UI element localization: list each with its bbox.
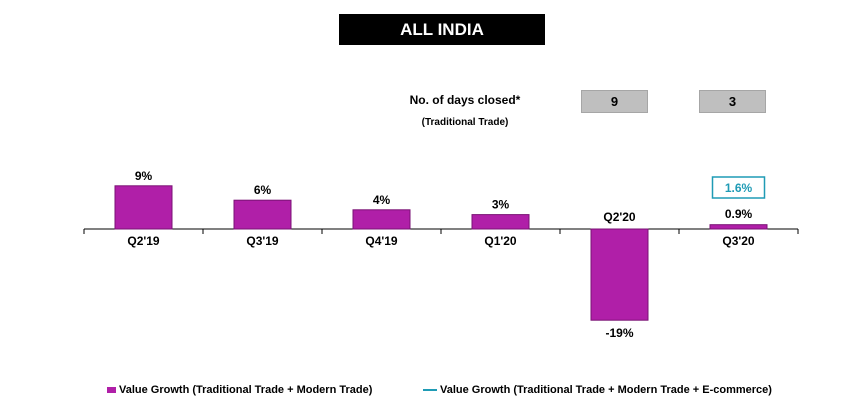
bar-q120 <box>471 214 530 230</box>
x-tick-label: Q3'20 <box>722 234 755 248</box>
ecommerce-value-box <box>711 176 766 199</box>
chart-title: ALL INDIA <box>339 14 545 45</box>
x-tick-label: Q2'19 <box>127 234 160 248</box>
bar-q419 <box>352 209 411 230</box>
data-label: 9% <box>135 169 153 183</box>
legend-swatch-bar <box>107 387 116 393</box>
x-tick-label: Q4'19 <box>365 234 398 248</box>
bar-q319 <box>233 199 292 230</box>
days-closed-value-q3-20: 3 <box>699 90 766 113</box>
ecommerce-data-label: 1.6% <box>725 181 753 195</box>
data-label: 0.9% <box>725 207 753 221</box>
x-tick-label: Q1'20 <box>484 234 517 248</box>
legend-item-value-growth-ecommerce: Value Growth (Traditional Trade + Modern… <box>423 384 772 396</box>
bar-q320 <box>709 224 768 230</box>
legend-swatch-line <box>423 389 437 391</box>
data-label: 4% <box>373 193 391 207</box>
data-label: 3% <box>492 198 510 212</box>
x-tick-label: Q2'20 <box>603 210 636 224</box>
days-closed-value-q2-20: 9 <box>581 90 648 113</box>
bar-chart: 9% Q2'19 6% Q3'19 4% Q4'19 3% Q1'20 -19% Q2'20 0.9… <box>83 169 799 340</box>
legend: Value Growth (Traditional Trade + Modern… <box>0 381 857 401</box>
bar-q219 <box>114 185 173 230</box>
legend-item-value-growth: Value Growth (Traditional Trade + Modern… <box>107 384 372 396</box>
days-closed-label: No. of days closed* <box>409 93 521 107</box>
legend-label-value-growth-ecommerce: Value Growth (Traditional Trade + Modern… <box>440 384 772 396</box>
bar-q220 <box>590 228 649 321</box>
x-tick-label: Q3'19 <box>246 234 279 248</box>
days-closed-sublabel: (Traditional Trade) <box>421 117 509 128</box>
data-label: 6% <box>254 183 272 197</box>
data-label: -19% <box>605 326 633 340</box>
legend-label-value-growth: Value Growth (Traditional Trade + Modern… <box>119 384 373 396</box>
